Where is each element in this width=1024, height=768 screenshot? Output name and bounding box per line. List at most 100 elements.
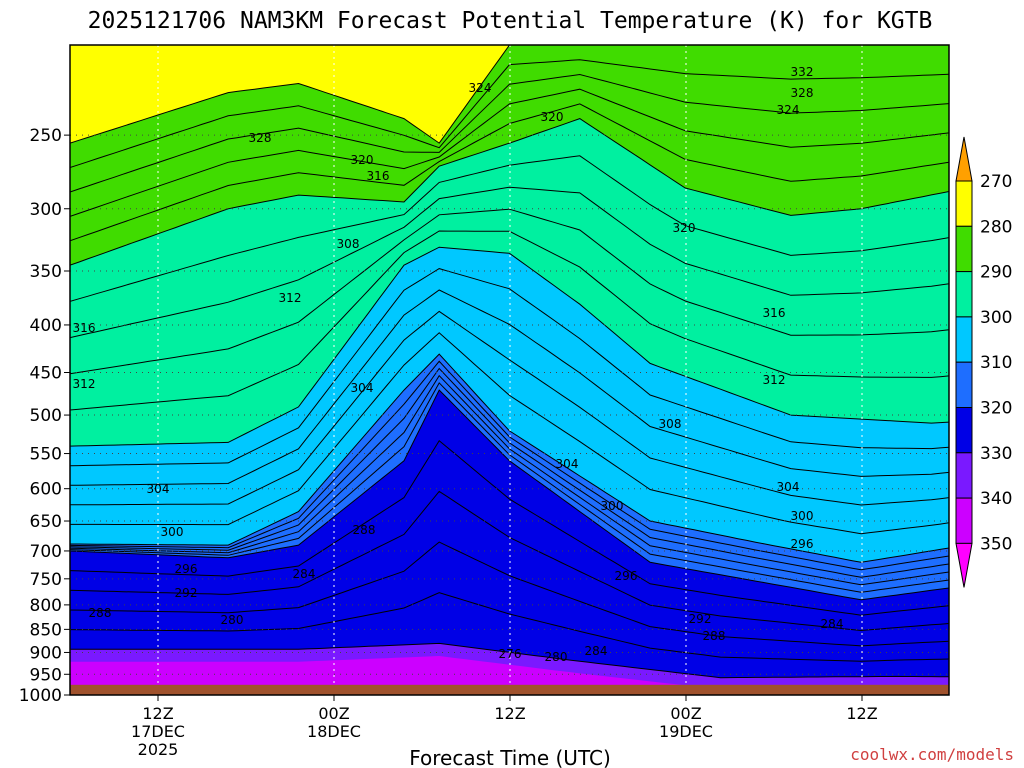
- colorbar-label-310: 310: [980, 353, 1012, 373]
- ytick-label-350: 350: [30, 262, 62, 282]
- xtick-label-2-0: 12Z: [494, 704, 525, 723]
- contour-label: 324: [469, 81, 492, 95]
- ytick-label-900: 900: [30, 643, 62, 663]
- ytick-label-650: 650: [30, 512, 62, 532]
- colorbar-swatch-0: [955, 180, 973, 227]
- ytick-label-800: 800: [30, 596, 62, 616]
- contour-label: 308: [337, 237, 360, 251]
- ytick-label-550: 550: [30, 445, 62, 465]
- ytick-label-1000: 1000: [19, 686, 62, 706]
- contour-label: 328: [249, 131, 272, 145]
- contour-label: 280: [221, 613, 244, 627]
- ytick-label-600: 600: [30, 480, 62, 500]
- isoline-theta_310-0: [70, 246, 949, 447]
- contour-label: 292: [175, 586, 198, 600]
- isoline-theta_330-2: [70, 73, 949, 193]
- contour-label: 284: [821, 617, 844, 631]
- xtick-label-0-1: 17DEC: [131, 722, 185, 741]
- contour-label: 328: [791, 86, 814, 100]
- contour-label: 312: [763, 373, 786, 387]
- contour-label: 300: [791, 509, 814, 523]
- xtick-label-1-0: 00Z: [318, 704, 349, 723]
- colorbar-label-320: 320: [980, 399, 1012, 419]
- ytick-label-850: 850: [30, 620, 62, 640]
- contour-label: 316: [367, 169, 390, 183]
- colorbar-swatch-6: [955, 452, 973, 499]
- isoline-theta_330-0: [70, 45, 949, 144]
- colorbar-swatch-5: [955, 407, 973, 454]
- isoline-theta_320-2: [70, 186, 949, 339]
- isoline-theta_290-1: [70, 439, 949, 616]
- ytick-label-500: 500: [30, 406, 62, 426]
- contour-label: 296: [791, 537, 814, 551]
- colorbar-swatch-7: [955, 497, 973, 544]
- isoline-theta_290-4: [70, 592, 949, 662]
- xtick-label-0-2: 2025: [138, 740, 179, 759]
- xtick-label-3-1: 19DEC: [659, 722, 713, 741]
- xtick-label-0-0: 12Z: [142, 704, 173, 723]
- contour-label: 288: [353, 523, 376, 537]
- ytick-label-250: 250: [30, 126, 62, 146]
- isoline-theta_290-3: [70, 541, 949, 647]
- contour-label: 288: [89, 606, 112, 620]
- isoline-theta_320-0: [70, 118, 949, 266]
- contour-label: 304: [777, 480, 800, 494]
- colorbar-label-340: 340: [980, 489, 1012, 509]
- x-axis-title: Forecast Time (UTC): [409, 746, 611, 768]
- isoline-theta_310-3: [70, 310, 949, 506]
- contour-label: 296: [175, 562, 198, 576]
- colorbar-swatch-2: [955, 271, 973, 318]
- contour-labels: 328 324 320 320 316 308 312 316 312 304 320 316 312 3…: [73, 65, 844, 664]
- xtick-label-4-0: 12Z: [846, 704, 877, 723]
- contour-label: 320: [541, 110, 564, 124]
- ytick-label-400: 400: [30, 316, 62, 336]
- colorbar-swatch-1: [955, 225, 973, 273]
- contour-label: 308: [659, 417, 682, 431]
- contour-label: 316: [73, 321, 96, 335]
- colorbar-cap-top: [955, 136, 973, 182]
- colorbar-label-280: 280: [980, 217, 1012, 237]
- xtick-label-3-0: 00Z: [670, 704, 701, 723]
- contour-label: 296: [615, 569, 638, 583]
- contour-label: 304: [147, 482, 170, 496]
- isoline-theta_310-1: [70, 268, 949, 467]
- colorbar-label-350: 350: [980, 534, 1012, 554]
- isoline-theta_310-2: [70, 289, 949, 486]
- contour-label: 276: [499, 647, 522, 661]
- contour-label: 300: [601, 499, 624, 513]
- contour-label: 280: [545, 650, 568, 664]
- contour-label: 316: [763, 306, 786, 320]
- chart-title: 2025121706 NAM3KM Forecast Potential Tem…: [88, 8, 933, 34]
- colorbar-swatch-3: [955, 316, 973, 363]
- contour-label: 284: [585, 644, 608, 658]
- colorbar-swatch-4: [955, 361, 973, 409]
- colorbar-label-270: 270: [980, 172, 1012, 192]
- colorbar-label-300: 300: [980, 308, 1012, 328]
- contour-label: 320: [351, 153, 374, 167]
- ground-fill: [70, 684, 949, 695]
- contour-label: 304: [351, 381, 374, 395]
- contour-label: 312: [73, 377, 96, 391]
- contour-label: 312: [279, 291, 302, 305]
- contour-label: 288: [703, 629, 726, 643]
- fill-below-theta_290: [70, 390, 949, 695]
- y-axis: 250 300 350 400 450 500 550 600 650 700 750 800 850 9…: [19, 126, 70, 706]
- contour-label: 324: [777, 103, 800, 117]
- isoline-theta_320-3: [70, 208, 949, 375]
- contour-label: 304: [556, 457, 579, 471]
- contour-label: 292: [689, 612, 712, 626]
- contour-label: 284: [293, 567, 316, 581]
- ytick-label-950: 950: [30, 665, 62, 685]
- colorbar-cap-bottom: [955, 542, 973, 588]
- watermark: coolwx.com/models: [850, 745, 1014, 764]
- ytick-label-450: 450: [30, 364, 62, 384]
- contour-label: 300: [161, 525, 184, 539]
- isoline-theta_330-3: [70, 88, 949, 217]
- ytick-label-700: 700: [30, 542, 62, 562]
- isoline-theta_310-4: [70, 332, 949, 535]
- xtick-label-1-1: 18DEC: [307, 722, 361, 741]
- ytick-label-750: 750: [30, 570, 62, 590]
- colorbar: 270 280 290 300 310 320 330 340 350: [955, 136, 1012, 588]
